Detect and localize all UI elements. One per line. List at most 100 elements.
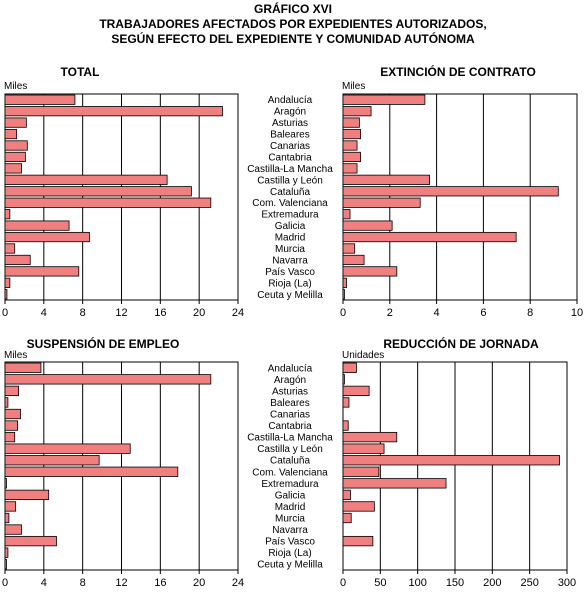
region-label: Navarra bbox=[272, 525, 308, 536]
bar bbox=[342, 501, 375, 512]
bar bbox=[4, 512, 10, 524]
region-label: Baleares bbox=[270, 398, 309, 409]
region-label: Baleares bbox=[270, 130, 309, 141]
bar bbox=[342, 151, 361, 163]
bar bbox=[342, 431, 398, 443]
bar bbox=[4, 535, 57, 547]
chart-panel-2: EXTINCIÓN DE CONTRATO Miles 0 2 4 6 8 10 bbox=[340, 64, 583, 319]
region-label: Com. Valenciana bbox=[252, 198, 328, 209]
region-label: Castilla y León bbox=[257, 175, 323, 186]
bar bbox=[342, 512, 352, 524]
bar bbox=[342, 420, 349, 431]
tick-label: 150 bbox=[446, 577, 464, 589]
bar bbox=[342, 466, 380, 477]
bar bbox=[4, 431, 16, 443]
chart-title: SUSPENSIÓN DE EMPLEO bbox=[27, 336, 180, 351]
bar bbox=[342, 266, 398, 277]
region-label: Cantabria bbox=[268, 421, 312, 432]
bar bbox=[4, 547, 9, 558]
bar bbox=[4, 478, 7, 489]
chart-title: REDUCCIÓN DE JORNADA bbox=[383, 336, 539, 351]
region-label: Madrid bbox=[275, 502, 306, 513]
region-label: Castilla y León bbox=[257, 444, 323, 455]
bar bbox=[4, 106, 223, 117]
region-label: Asturias bbox=[272, 386, 308, 397]
chart-title: TOTAL bbox=[61, 65, 100, 79]
region-label: Castilla-La Mancha bbox=[247, 433, 333, 444]
chart-title: EXTINCIÓN DE CONTRATO bbox=[380, 64, 536, 79]
bar bbox=[4, 209, 11, 220]
tick-label: 10 bbox=[571, 307, 583, 319]
region-label: Madrid bbox=[275, 233, 306, 244]
bar bbox=[4, 254, 31, 266]
tick-label: 200 bbox=[483, 577, 501, 589]
bar bbox=[4, 266, 80, 277]
plot-frame bbox=[4, 361, 239, 571]
figure-number: GRÁFICO XVI bbox=[253, 2, 332, 16]
tick-label: 100 bbox=[408, 577, 426, 589]
tick-label: 2 bbox=[387, 307, 393, 319]
tick-label: 0 bbox=[2, 307, 8, 319]
bar bbox=[4, 174, 168, 185]
bar bbox=[4, 151, 26, 163]
region-label: Navarra bbox=[272, 255, 308, 266]
bar bbox=[342, 455, 560, 466]
region-label: Castilla-La Mancha bbox=[247, 164, 333, 175]
region-label: Ceuta y Melilla bbox=[257, 560, 323, 571]
region-label: Asturias bbox=[272, 118, 308, 129]
bar bbox=[342, 209, 351, 220]
bar bbox=[4, 524, 22, 535]
bar bbox=[342, 254, 365, 266]
bar bbox=[342, 289, 345, 300]
bar bbox=[4, 243, 16, 254]
bar bbox=[4, 362, 42, 373]
bar bbox=[4, 408, 21, 420]
tick-label: 6 bbox=[480, 307, 486, 319]
axis-unit-label: Unidades bbox=[342, 350, 384, 361]
bar bbox=[4, 277, 11, 288]
bar bbox=[4, 231, 90, 243]
bar bbox=[342, 374, 345, 385]
bar bbox=[342, 140, 358, 151]
bar bbox=[342, 243, 356, 254]
tick-label: 0 bbox=[2, 577, 8, 589]
bar bbox=[4, 559, 7, 570]
region-label: Aragón bbox=[274, 375, 306, 386]
bar bbox=[4, 385, 19, 397]
bar bbox=[342, 231, 517, 243]
region-label: Cataluña bbox=[270, 187, 310, 198]
region-labels: AndalucíaAragónAsturiasBalearesCanariasC… bbox=[247, 363, 333, 570]
region-label: Com. Valenciana bbox=[252, 467, 328, 478]
region-label: Rioja (La) bbox=[268, 278, 311, 289]
plot-frame bbox=[342, 93, 578, 301]
region-label: Ceuta y Melilla bbox=[257, 290, 323, 301]
region-label: Galicia bbox=[275, 221, 306, 232]
bar bbox=[4, 374, 212, 385]
bar bbox=[342, 174, 430, 185]
tick-label: 24 bbox=[232, 577, 244, 589]
region-label: Galicia bbox=[275, 490, 306, 501]
axis-unit-label: Miles bbox=[4, 81, 27, 92]
bar bbox=[342, 117, 360, 128]
bar bbox=[342, 220, 393, 231]
plot-frame bbox=[4, 93, 239, 301]
region-label: Canarias bbox=[270, 410, 310, 421]
bar bbox=[342, 362, 357, 373]
region-label: Murcia bbox=[275, 514, 305, 525]
bar bbox=[4, 501, 17, 512]
figure-subtitle: SEGÚN EFECTO DEL EXPEDIENTE Y COMUNIDAD … bbox=[111, 32, 475, 46]
region-label: Cantabria bbox=[268, 152, 312, 163]
bar bbox=[342, 128, 361, 140]
bar bbox=[342, 277, 347, 288]
region-label: Extremadura bbox=[261, 479, 319, 490]
bar bbox=[342, 186, 559, 197]
chart-panel-1: TOTAL Miles 0 4 8 12 16 20 24 bbox=[2, 65, 244, 319]
tick-label: 12 bbox=[115, 307, 127, 319]
bar bbox=[4, 489, 50, 501]
region-label: Aragón bbox=[274, 107, 306, 118]
tick-label: 0 bbox=[340, 577, 346, 589]
tick-label: 24 bbox=[232, 307, 244, 319]
